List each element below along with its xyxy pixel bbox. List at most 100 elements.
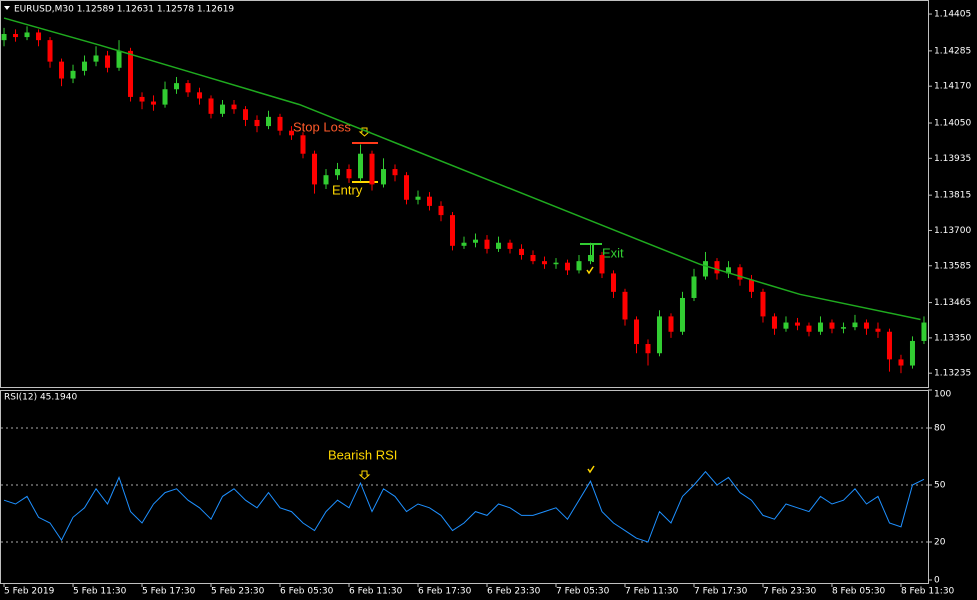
x-tick-label: 7 Feb 11:30 [625,587,679,597]
check-mark [587,465,595,474]
candle-body [564,262,570,271]
x-tick-label: 7 Feb 17:30 [694,587,748,597]
candle-body [909,340,915,366]
candle-body [817,322,823,332]
rsi-line [3,470,925,543]
candle-body [231,104,237,110]
arrow-down [358,127,371,137]
candle-body [863,322,869,329]
candle-body [898,359,904,366]
candle-body [645,344,651,354]
candle-body [139,96,145,102]
candle-body [806,325,812,332]
x-tick-label: 6 Feb 23:30 [487,587,541,597]
candle-body [760,291,766,317]
candle-body [82,61,88,71]
candle-body [415,196,421,200]
candle-body [358,153,364,179]
check-mark [586,266,594,275]
menu-arrow [4,6,10,10]
candle-body [220,104,226,114]
candle-body [300,135,306,154]
x-tick-label: 8 Feb 05:30 [832,587,886,597]
candle-body [622,291,628,320]
candle-body [36,32,42,41]
candle-body [105,55,111,68]
candle-body [599,255,605,274]
candle-body [162,89,168,105]
main-panel [0,0,929,388]
candle-body [13,34,19,38]
candle-body [656,316,662,354]
x-tick-label: 5 Feb 2019 [4,587,55,597]
candle-body [794,322,800,326]
y-tick-label: 1.13465 [934,298,971,308]
candle-body [404,175,410,200]
candle-body [587,255,593,262]
candle-body [197,92,203,99]
y-tick-label: 1.13585 [934,261,971,271]
candle-body [668,316,674,332]
candle-body [93,55,99,62]
moving-average [3,17,921,321]
entry-label: Entry [332,182,363,197]
candle-body [518,248,524,256]
x-tick-label: 6 Feb 11:30 [349,587,403,597]
x-tick-label: 5 Feb 23:30 [211,587,265,597]
candle-body [381,169,387,185]
y-tick-label: 1.14405 [934,10,971,20]
rsi-header: RSI(12) 45.1940 [4,393,77,403]
bearish-rsi-label: Bearish RSI [328,447,397,462]
candle-body [702,261,708,277]
candle-body [450,215,456,246]
x-tick-label: 5 Feb 17:30 [142,587,196,597]
candle-body [128,50,134,97]
arrow-down [358,470,371,480]
candle-body [472,239,478,243]
candle-body [829,322,835,329]
candle-body [185,83,191,93]
candle-body [208,98,214,114]
y-tick-label: 1.14285 [934,46,971,56]
candle-body [714,261,720,274]
x-tick-label: 8 Feb 11:30 [901,587,955,597]
candle-body [323,175,329,185]
candle-body [875,328,881,332]
candle-body [553,262,559,265]
candle-body [530,255,536,262]
candle-body [495,242,501,249]
candle-body [852,322,858,328]
candle-body [737,267,743,280]
rsi-panel [0,390,929,584]
y-tick-label: 20 [934,538,946,548]
y-tick-label: 0 [934,576,940,586]
candle-body [840,327,846,329]
exit-label: Exit [602,245,624,260]
candle-body [771,316,777,329]
candle-body [576,261,582,271]
candle-body [392,169,398,176]
x-tick-label: 7 Feb 23:30 [763,587,817,597]
y-tick-label: 80 [934,424,946,434]
candle-body [24,32,30,38]
candle-body [783,322,789,329]
y-tick-label: 50 [934,481,946,491]
candle-body [335,169,341,176]
candle-body [346,169,352,179]
candle-body [725,267,731,274]
candle-body [59,61,65,79]
candle-body [438,205,444,216]
candle-body [484,239,490,249]
y-tick-label: 1.14170 [934,82,971,92]
candle-body [541,261,547,265]
x-tick-label: 5 Feb 11:30 [73,587,127,597]
candle-body [47,40,53,62]
y-tick-label: 1.14050 [934,119,971,129]
candle-body [243,109,249,120]
candle-body [254,119,260,127]
candle-body [277,116,283,131]
candle-body [691,276,697,298]
candle-body [610,273,616,292]
candle-body [679,297,685,332]
